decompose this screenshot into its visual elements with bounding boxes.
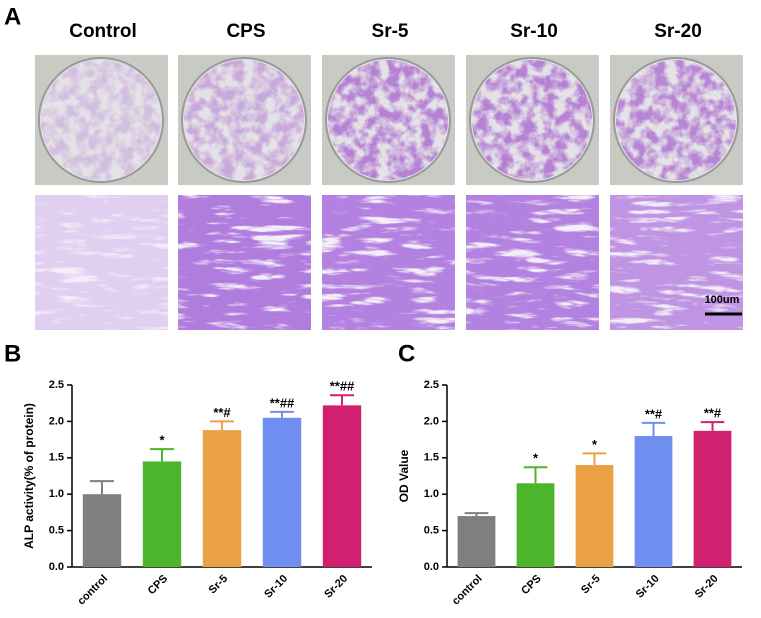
bar — [693, 430, 732, 567]
scale-bar-label: 100um — [705, 294, 740, 306]
x-tick-label: control — [450, 573, 485, 608]
x-tick-label: Sr-5 — [207, 573, 231, 597]
panel-label: B — [4, 340, 21, 367]
y-tick-label: 2.0 — [424, 415, 439, 427]
y-tick-label: 1.0 — [49, 488, 64, 500]
significance: **# — [704, 406, 722, 421]
column-label: Sr-20 — [654, 21, 702, 42]
x-tick-label: Sr-20 — [322, 573, 350, 601]
images — [35, 55, 743, 330]
dish-stain — [616, 60, 736, 180]
significance: **## — [330, 379, 355, 394]
y-tick-label: 1.0 — [424, 488, 439, 500]
bar — [202, 430, 242, 567]
bar — [516, 483, 555, 567]
bar — [82, 494, 122, 567]
x-tick-label: Sr-20 — [693, 573, 721, 601]
bar — [634, 435, 673, 567]
y-tick-label: 2.0 — [49, 415, 64, 427]
x-tick-label: CPS — [146, 573, 170, 597]
bar — [575, 465, 614, 567]
micrograph-stain — [466, 195, 599, 330]
bar — [142, 461, 182, 567]
micrograph-stain — [178, 195, 311, 330]
micrograph-stain — [35, 195, 168, 330]
y-tick-label: 1.5 — [49, 452, 64, 464]
y-tick-label: 0.5 — [424, 525, 439, 537]
dish-stain — [328, 60, 448, 180]
dish-stain — [41, 60, 161, 180]
dish-stain — [184, 60, 304, 180]
micrograph-stain — [610, 195, 743, 330]
y-tick-label: 0.0 — [424, 561, 439, 573]
significance: **# — [213, 405, 231, 420]
column-label: Sr-5 — [372, 21, 409, 42]
x-tick-label: Sr-10 — [262, 573, 290, 601]
y-tick-label: 2.5 — [424, 379, 439, 391]
micrograph-stain — [322, 195, 455, 330]
x-tick-label: CPS — [519, 573, 543, 597]
x-tick-label: control — [75, 573, 110, 608]
column-label: CPS — [226, 21, 265, 42]
y-tick-label: 0.5 — [49, 525, 64, 537]
column-label: Sr-10 — [510, 21, 558, 42]
x-tick-label: Sr-5 — [579, 573, 603, 597]
bar — [262, 417, 302, 567]
column-label: Control — [69, 21, 137, 42]
panel-label: A — [4, 3, 21, 30]
panel-label: C — [398, 340, 415, 367]
significance: * — [159, 433, 165, 448]
significance: * — [592, 437, 598, 452]
significance: **## — [270, 395, 295, 410]
y-axis-label: OD Value — [397, 449, 411, 502]
dish-stain — [472, 60, 592, 180]
bar — [322, 405, 362, 567]
y-tick-label: 0.0 — [49, 561, 64, 573]
significance: **# — [645, 406, 663, 421]
y-tick-label: 2.5 — [49, 379, 64, 391]
bar — [457, 516, 496, 567]
x-tick-label: Sr-10 — [634, 573, 662, 601]
y-tick-label: 1.5 — [424, 452, 439, 464]
significance: * — [533, 451, 539, 466]
y-axis-label: ALP activity(% of protein) — [22, 403, 36, 549]
